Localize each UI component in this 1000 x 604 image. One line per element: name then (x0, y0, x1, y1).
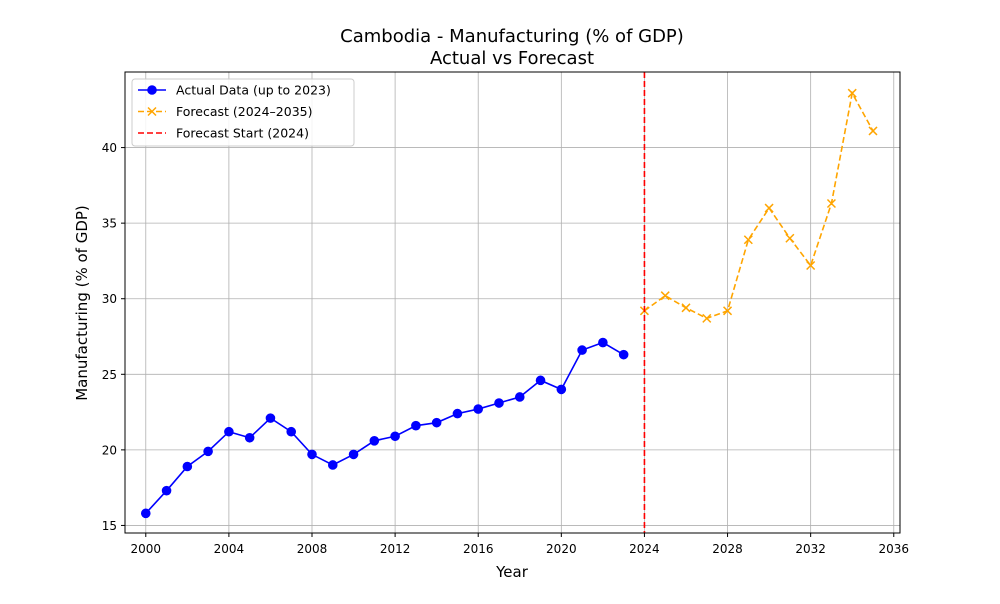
legend-item: Actual Data (up to 2023) (138, 83, 331, 98)
data-point (147, 106, 157, 117)
y-tick-label: 25 (102, 368, 117, 382)
y-tick-label: 30 (102, 292, 117, 306)
series-line (643, 90, 874, 320)
data-point (431, 417, 442, 428)
data-point (140, 508, 151, 519)
data-point (785, 233, 795, 243)
legend-label: Forecast Start (2024) (176, 126, 309, 141)
x-tick-label: 2000 (131, 542, 162, 556)
data-point (868, 126, 878, 136)
x-marker-stroke (806, 260, 816, 270)
data-point (369, 436, 380, 446)
data-point (723, 306, 733, 316)
data-point (452, 408, 463, 419)
x-tick-label: 2016 (463, 542, 494, 556)
series-line (145, 341, 625, 514)
x-marker-stroke (743, 235, 753, 245)
x-tick-label: 2004 (214, 542, 245, 556)
x-marker-stroke (847, 88, 857, 98)
x-tick-label: 2012 (380, 542, 411, 556)
data-point (702, 313, 712, 323)
x-tick-label: 2036 (878, 542, 909, 556)
data-point (390, 431, 400, 442)
y-tick-label: 35 (102, 217, 117, 231)
data-point (161, 485, 172, 496)
data-point (556, 384, 567, 395)
data-point (826, 198, 836, 209)
chart-subtitle: Actual vs Forecast (430, 48, 594, 69)
data-point (203, 446, 213, 457)
legend-item: Forecast (2024–2035) (138, 104, 313, 119)
data-point (598, 337, 608, 348)
legend-item: Forecast Start (2024) (138, 126, 309, 141)
legend-box (131, 78, 355, 147)
data-point (265, 413, 276, 423)
series-0 (140, 337, 629, 519)
x-tick-label: 2020 (546, 542, 577, 556)
x-marker-stroke (868, 126, 878, 136)
data-point (743, 235, 753, 245)
data-point (660, 291, 670, 301)
series-layer (140, 72, 878, 533)
ticks: 2000 2004 2008 2012 2016 2020 2024 2028 2032 2036… (102, 141, 909, 556)
y-tick-label: 20 (102, 443, 117, 457)
data-point (806, 260, 816, 270)
data-point (348, 449, 359, 460)
data-point (764, 203, 774, 213)
data-point (286, 426, 297, 437)
data-point (535, 375, 546, 386)
x-marker-stroke (785, 233, 795, 243)
x-marker-stroke (723, 306, 733, 316)
legend-label: Actual Data (up to 2023) (176, 83, 331, 98)
data-point (847, 88, 857, 98)
x-axis-label: Year (495, 563, 529, 581)
data-point (473, 404, 484, 414)
data-point (224, 426, 234, 437)
x-tick-label: 2028 (712, 542, 743, 556)
x-marker-stroke (660, 291, 670, 301)
data-point (327, 460, 338, 470)
x-marker-stroke (764, 203, 774, 213)
x-tick-label: 2024 (629, 542, 660, 556)
data-point (307, 449, 317, 460)
data-point (411, 420, 421, 431)
x-marker-stroke (147, 106, 157, 117)
x-tick-label: 2008 (297, 542, 328, 556)
series-1 (639, 88, 878, 323)
plot-frame (124, 71, 901, 534)
data-point (681, 303, 691, 313)
grid (125, 72, 900, 533)
x-marker-stroke (826, 198, 836, 209)
data-point (577, 345, 587, 355)
data-point (514, 392, 525, 402)
data-point (494, 398, 504, 408)
data-point (618, 349, 629, 360)
x-marker-stroke (681, 303, 691, 313)
x-marker-stroke (702, 313, 712, 323)
x-tick-label: 2032 (795, 542, 826, 556)
y-axis-label: Manufacturing (% of GDP) (73, 205, 91, 401)
legend-label: Forecast (2024–2035) (176, 104, 313, 119)
data-point (244, 432, 255, 443)
data-point (147, 85, 157, 95)
y-tick-label: 40 (102, 141, 117, 155)
legend: Actual Data (up to 2023) Forecast (2024–2… (131, 78, 355, 147)
chart-title: Cambodia - Manufacturing (% of GDP) (340, 26, 684, 47)
data-point (182, 461, 193, 472)
y-tick-label: 15 (102, 519, 117, 533)
